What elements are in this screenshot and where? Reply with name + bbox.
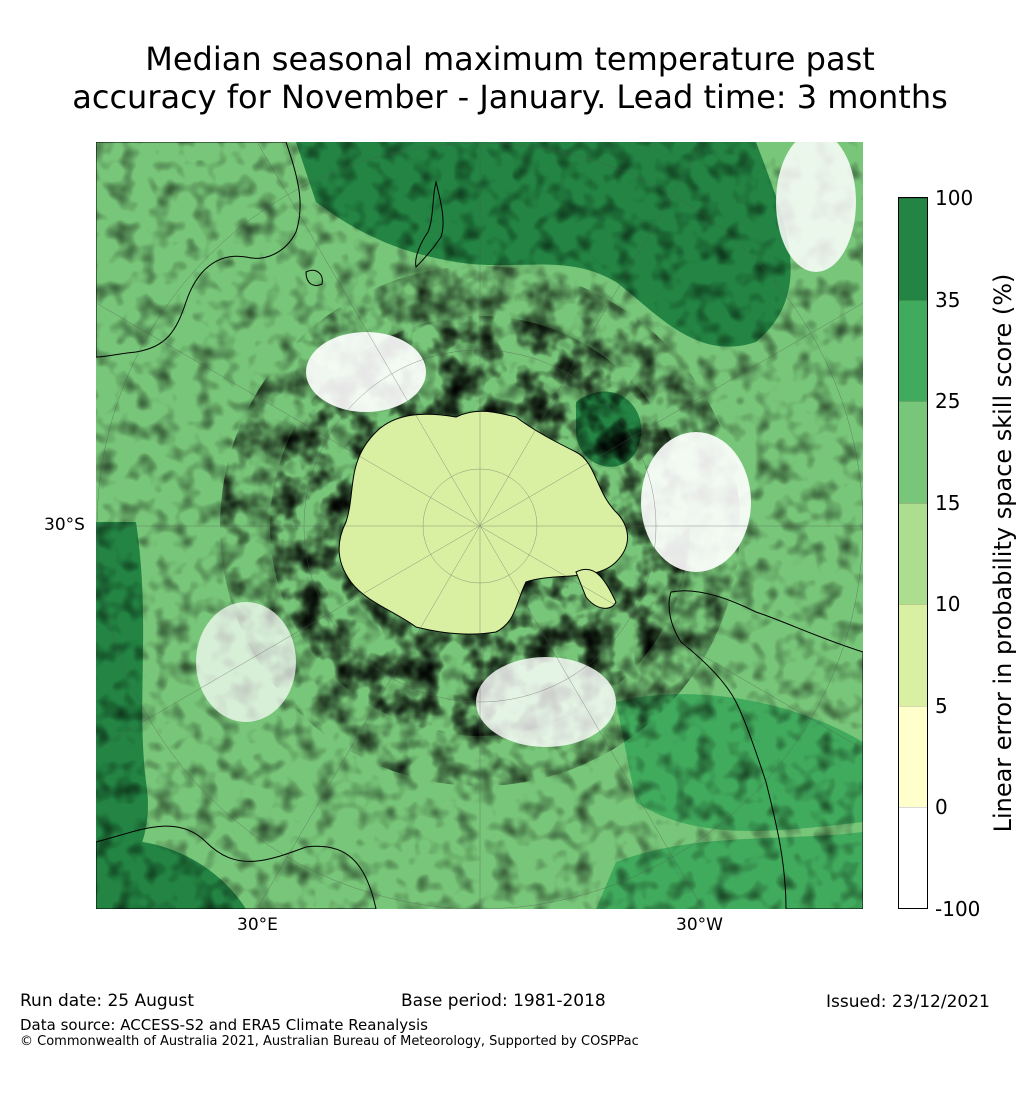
colorbar-tick: 25 — [935, 389, 961, 413]
colorbar-bin — [899, 706, 927, 807]
graticule — [96, 142, 863, 909]
south-america-coast — [668, 590, 863, 909]
colorbar-tick: 0 — [935, 795, 948, 819]
low-skill-patch-3 — [476, 657, 616, 747]
lon-label-30e: 30°E — [237, 915, 278, 935]
lon-label-30w: 30°W — [676, 915, 723, 935]
colorbar-tick: 10 — [935, 592, 961, 616]
copyright: © Commonwealth of Australia 2021, Austra… — [20, 1034, 639, 1049]
australia-coast — [96, 142, 301, 358]
title-line-2: accuracy for November - January. Lead ti… — [72, 78, 948, 116]
colorbar-bin — [899, 503, 927, 604]
base-period: Base period: 1981-2018 — [401, 991, 606, 1011]
antarctica — [338, 410, 629, 635]
title-line-1: Median seasonal maximum temperature past — [145, 40, 875, 78]
colorbar — [898, 197, 928, 909]
data-source: Data source: ACCESS-S2 and ERA5 Climate … — [20, 1016, 428, 1034]
polar-map — [96, 142, 863, 909]
low-skill-patch-1 — [306, 332, 426, 412]
low-skill-patch-2 — [641, 432, 751, 572]
issued-date: Issued: 23/12/2021 — [826, 992, 990, 1012]
map-canvas — [96, 142, 863, 909]
tasmania — [305, 269, 323, 286]
low-skill-patch-4 — [776, 142, 856, 272]
colorbar-bin — [899, 300, 927, 401]
colorbar-label: Linear error in probability space skill … — [989, 273, 1017, 833]
new-zealand — [415, 181, 444, 269]
colorbar-tick: 35 — [935, 288, 961, 312]
colorbar-tick: 15 — [935, 491, 961, 515]
run-date: Run date: 25 August — [20, 991, 194, 1011]
africa-coast — [96, 825, 377, 909]
colorbar-tick: 100 — [935, 186, 974, 210]
antarctic-peninsula — [575, 568, 617, 609]
colorbar-tick: 5 — [935, 694, 948, 718]
colorbar-bin — [899, 401, 927, 503]
colorbar-bin — [899, 198, 927, 300]
chart-title: Median seasonal maximum temperature past… — [0, 40, 1020, 116]
colorbar-bin — [899, 807, 927, 908]
colorbar-bin — [899, 604, 927, 706]
colorbar-tick: -100 — [935, 897, 981, 921]
lat-label-30s: 30°S — [44, 515, 85, 535]
